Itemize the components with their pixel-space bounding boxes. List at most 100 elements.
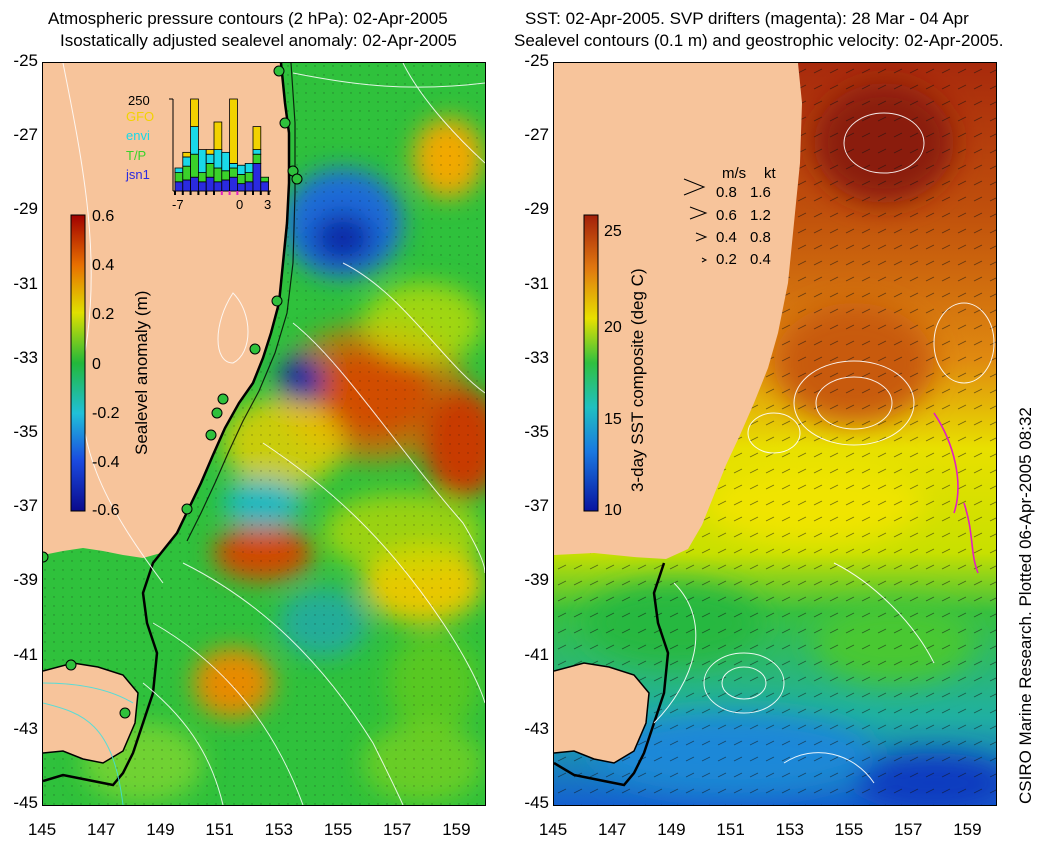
- histogram-bar-segment: [205, 163, 215, 178]
- legend-gfo: GFO: [126, 109, 155, 124]
- right-lat-tick: -27: [524, 125, 549, 145]
- right-lat-tick: -31: [524, 273, 549, 293]
- histogram-day-tick: [228, 191, 231, 195]
- right-lat-tick: -35: [524, 422, 549, 441]
- speed-row-2-ms: 0.4: [716, 229, 737, 246]
- right-lat-tick: -25: [524, 51, 549, 70]
- histogram-bar-segment: [197, 172, 207, 183]
- histogram-bar-segment: [213, 167, 223, 183]
- histogram-bar-segment: [229, 176, 238, 192]
- histogram-bar-segment: [174, 172, 184, 183]
- histogram-bar-segment: [236, 164, 246, 175]
- sst-cb-tick-0: 25: [604, 223, 622, 240]
- left-lon-tick: 153: [264, 820, 293, 839]
- right-title-line2: Sealevel contours (0.1 m) and geostrophi…: [514, 31, 1004, 50]
- histogram-bar-segment: [236, 183, 246, 192]
- speed-row-0-kt: 1.6: [750, 184, 771, 201]
- histogram-bar-segment: [213, 181, 223, 192]
- sealevel-anomaly-map[interactable]: [42, 62, 486, 806]
- histogram-day-tick: [244, 191, 247, 195]
- speed-header-kt: kt: [764, 165, 776, 182]
- left-lat-tick: -25: [13, 51, 38, 70]
- histogram-bar-segment: [190, 98, 199, 128]
- histogram-bar-segment: [205, 149, 215, 155]
- histogram-bar-segment: [229, 98, 238, 164]
- histogram-bar-segment: [221, 170, 231, 181]
- speed-legend-arrows: [683, 178, 708, 263]
- left-lat-tick: -43: [13, 718, 38, 738]
- left-lat-tick: -39: [13, 570, 38, 590]
- sla-cb-tick-1: 0.4: [92, 257, 115, 274]
- tasmania-land: [43, 663, 138, 763]
- speed-row-2-kt: 0.8: [750, 229, 771, 246]
- speed-row-0-ms: 0.8: [716, 184, 737, 201]
- right-lon-tick: 155: [834, 820, 864, 839]
- sla-cb-tick-5: -0.4: [92, 454, 120, 471]
- histogram-day-tick: [205, 191, 208, 195]
- histogram-bar-segment: [174, 181, 184, 192]
- legend-jsn1: jsn1: [126, 167, 150, 182]
- tasmania-land-sst: [554, 663, 649, 763]
- right-lon-tick: 159: [953, 820, 982, 839]
- sla-cb-tick-4: -0.2: [92, 405, 120, 422]
- histogram-bar-segment: [229, 167, 238, 178]
- histogram-day-tick: [236, 191, 239, 195]
- histogram-bar-segment: [174, 167, 184, 173]
- histogram-bar-segment: [213, 121, 223, 151]
- left-lon-tick: 151: [205, 820, 234, 839]
- left-lon-tick: 145: [27, 820, 57, 839]
- legend-envi: envi: [126, 128, 150, 143]
- left-lat-tick: -29: [13, 199, 38, 219]
- svp-drifter-tracks: [933, 412, 979, 574]
- right-lon-tick: 147: [598, 820, 627, 839]
- histogram-max-label: 250: [128, 93, 150, 108]
- speed-row-3-kt: 0.4: [750, 251, 771, 268]
- histogram-day-tick: [197, 191, 200, 195]
- left-lat-tick: -45: [13, 793, 38, 812]
- speed-row-1-ms: 0.6: [716, 207, 737, 224]
- right-lat-tick: -45: [524, 793, 549, 812]
- histogram-bar-segment: [244, 163, 254, 174]
- sst-colorbar-label: 3-day SST composite (deg C): [628, 268, 647, 492]
- tide-gauge-markers: [43, 65, 303, 719]
- histogram-bar-segment: [213, 149, 223, 169]
- sst-cb-tick-3: 10: [604, 502, 622, 519]
- histogram-day-tick: [252, 191, 254, 195]
- histogram-bar-segment: [182, 156, 192, 167]
- sla-cb-tick-2: 0.2: [92, 306, 115, 323]
- histogram-day-tick: [220, 191, 223, 195]
- sst-map[interactable]: [553, 62, 997, 806]
- right-lon-tick: 153: [775, 820, 804, 839]
- left-lat-tick: -35: [13, 422, 38, 441]
- histogram-bar-segment: [205, 153, 215, 164]
- histogram-bar-segment: [260, 181, 270, 192]
- sla-cb-tick-3: 0: [92, 356, 101, 373]
- legend-tp: T/P: [126, 148, 147, 163]
- hist-xtick-1: 0: [236, 197, 244, 212]
- left-lon-tick: 159: [442, 820, 471, 839]
- speed-row-1-kt: 1.2: [750, 207, 771, 224]
- left-title-line2: Isostatically adjusted sealevel anomaly:…: [60, 31, 457, 50]
- histogram-bar-segment: [244, 172, 254, 183]
- sla-colorbar: [70, 214, 86, 512]
- left-title-line1: Atmospheric pressure contours (2 hPa): 0…: [48, 9, 448, 28]
- right-lat-tick: -43: [524, 718, 549, 738]
- histogram-day-tick: [267, 191, 270, 195]
- histogram-day-tick: [259, 191, 262, 195]
- histogram-bar-segment: [190, 153, 199, 178]
- left-lat-tick: -41: [13, 644, 38, 664]
- histogram-day-tick: [181, 191, 184, 195]
- left-lon-tick: 155: [323, 820, 353, 839]
- credit-text: CSIRO Marine Research. Plotted 06-Apr-20…: [1016, 407, 1035, 804]
- right-lon-tick: 157: [894, 820, 923, 839]
- histogram-bar-segment: [236, 174, 246, 185]
- left-lon-tick: 157: [383, 820, 412, 839]
- histogram-bar-segment: [182, 165, 192, 181]
- right-lon-tick: 145: [538, 820, 568, 839]
- histogram-bar-segment: [252, 149, 262, 155]
- left-lon-tick: 147: [87, 820, 116, 839]
- histogram-bar-segment: [229, 163, 238, 169]
- histogram-bar-segment: [197, 181, 207, 192]
- hist-xtick-2: 3: [264, 197, 272, 212]
- left-lat-tick: -37: [13, 496, 38, 516]
